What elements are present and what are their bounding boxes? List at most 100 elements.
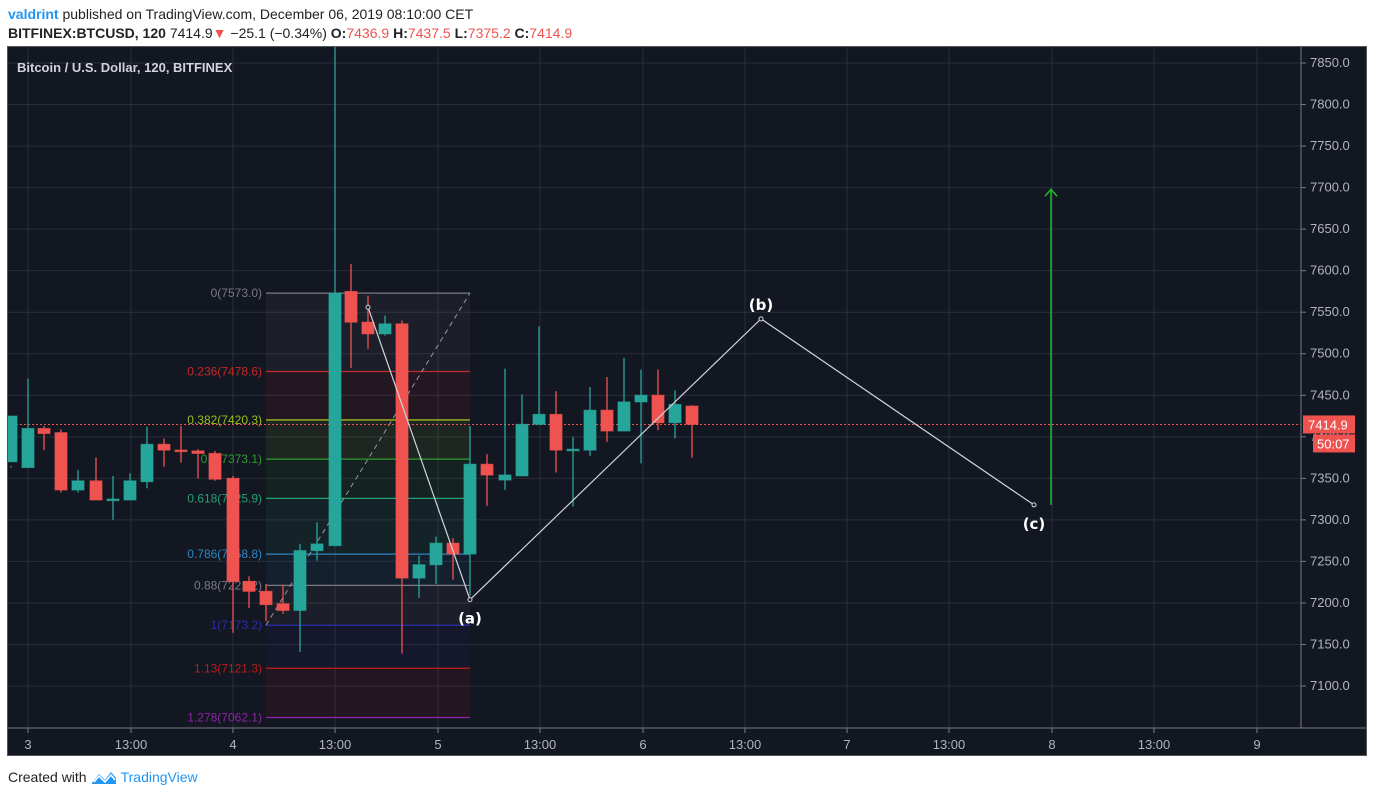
candle-body[interactable] bbox=[8, 415, 18, 463]
time-tick-label: 13:00 bbox=[524, 737, 557, 752]
wave-projection-line[interactable] bbox=[367, 307, 1035, 601]
candle-body[interactable] bbox=[378, 323, 392, 335]
candle-body[interactable] bbox=[412, 564, 426, 579]
tradingview-link[interactable]: TradingView bbox=[120, 769, 198, 785]
candle-body[interactable] bbox=[515, 423, 529, 477]
price-tick-label: 7100.0 bbox=[1310, 678, 1350, 693]
fib-zone bbox=[266, 459, 470, 499]
author-link[interactable]: valdrint bbox=[8, 6, 59, 22]
fib-zone bbox=[266, 668, 470, 718]
price-tick-label: 7650.0 bbox=[1310, 221, 1350, 236]
price-tick-label: 7150.0 bbox=[1310, 636, 1350, 651]
time-tick-label: 5 bbox=[434, 737, 441, 752]
countdown-label: 50:07 bbox=[1317, 436, 1350, 451]
candle-body[interactable] bbox=[226, 477, 240, 582]
last-price: 7414.9 bbox=[169, 25, 213, 41]
time-tick-label: 13:00 bbox=[933, 737, 966, 752]
candle-body[interactable] bbox=[259, 590, 273, 606]
candle-body[interactable] bbox=[276, 603, 290, 611]
candle-body[interactable] bbox=[208, 452, 222, 480]
candle-body[interactable] bbox=[446, 542, 460, 555]
candle-body[interactable] bbox=[21, 428, 35, 469]
fib-level-label: 1.13(7121.3) bbox=[194, 661, 262, 675]
price-tick-label: 7850.0 bbox=[1310, 55, 1350, 70]
candle-body[interactable] bbox=[549, 413, 563, 451]
time-tick-label: 7 bbox=[843, 737, 850, 752]
down-arrow-icon: ▼ bbox=[212, 25, 227, 41]
fib-zone bbox=[266, 625, 470, 669]
candle-body[interactable] bbox=[395, 323, 409, 579]
open-label: O: bbox=[330, 25, 347, 41]
fib-zone bbox=[266, 371, 470, 420]
candle-body[interactable] bbox=[600, 409, 614, 432]
fib-level-label: 0(7573.0) bbox=[211, 286, 262, 300]
wave-point-handle[interactable] bbox=[467, 597, 473, 603]
price-tick-label: 7750.0 bbox=[1310, 138, 1350, 153]
time-tick-label: 13:00 bbox=[729, 737, 762, 752]
candle-body[interactable] bbox=[634, 394, 648, 403]
candle-body[interactable] bbox=[480, 463, 494, 476]
wave-label: (c) bbox=[1023, 515, 1046, 533]
price-tick-label: 7200.0 bbox=[1310, 595, 1350, 610]
price-tick-label: 7500.0 bbox=[1310, 346, 1350, 361]
last-price-badge bbox=[1303, 415, 1355, 434]
fib-level-label: 0.382(7420.3) bbox=[187, 413, 262, 427]
chart-title: Bitcoin / U.S. Dollar, 120, BITFINEX bbox=[17, 60, 233, 75]
close-value: 7414.9 bbox=[529, 25, 573, 41]
price-tick-label: 7250.0 bbox=[1310, 553, 1350, 568]
wave-point-handle[interactable] bbox=[365, 304, 371, 310]
time-axis[interactable] bbox=[8, 728, 1367, 756]
candle-body[interactable] bbox=[37, 428, 51, 434]
created-with-text: Created with bbox=[8, 769, 87, 785]
candle-body[interactable] bbox=[617, 401, 631, 432]
candle-body[interactable] bbox=[191, 450, 205, 454]
wave-point-handle[interactable] bbox=[1031, 502, 1037, 508]
tradingview-logo-icon bbox=[91, 772, 116, 784]
high-value: 7437.5 bbox=[407, 25, 451, 41]
candle-body[interactable] bbox=[123, 480, 137, 501]
candle-body[interactable] bbox=[463, 463, 477, 555]
candle-body[interactable] bbox=[242, 580, 256, 592]
low-label: L: bbox=[454, 25, 468, 41]
candle-body[interactable] bbox=[344, 290, 358, 323]
symbol-label: BITFINEX:BTCUSD, 120 bbox=[8, 25, 166, 41]
price-tick-label: 7450.0 bbox=[1310, 387, 1350, 402]
price-tick-label: 7550.0 bbox=[1310, 304, 1350, 319]
countdown-badge bbox=[1313, 434, 1355, 453]
candle-body[interactable] bbox=[89, 480, 103, 501]
price-tick-label: 7350.0 bbox=[1310, 470, 1350, 485]
candle-body[interactable] bbox=[293, 550, 307, 611]
wave-point-handle[interactable] bbox=[758, 316, 764, 322]
candle-body[interactable] bbox=[140, 443, 154, 483]
candle-body[interactable] bbox=[498, 474, 512, 481]
candle-body[interactable] bbox=[328, 292, 342, 547]
symbol-info: BITFINEX:BTCUSD, 120 7414.9▼ −25.1 (−0.3… bbox=[8, 25, 572, 41]
candle-body[interactable] bbox=[583, 409, 597, 451]
candle-body[interactable] bbox=[106, 498, 120, 502]
fib-level-label: 0.786(7258.8) bbox=[187, 547, 262, 561]
price-tick-label: 7800.0 bbox=[1310, 97, 1350, 112]
fib-level-label: 1.278(7062.1) bbox=[187, 711, 262, 725]
candle-body[interactable] bbox=[71, 480, 85, 491]
candle-body[interactable] bbox=[54, 432, 68, 491]
time-tick-label: 9 bbox=[1253, 737, 1260, 752]
candle-body[interactable] bbox=[310, 543, 324, 552]
price-axis[interactable] bbox=[1301, 47, 1367, 756]
candle-body[interactable] bbox=[685, 405, 699, 425]
candle-body[interactable] bbox=[668, 403, 682, 424]
candlestick-chart[interactable]: 0(7573.0)0.236(7478.6)0.382(7420.3)0.5(7… bbox=[8, 47, 1367, 756]
fib-level-label: 0.618(7325.9) bbox=[187, 491, 262, 505]
fib-level-label: 1(7173.2) bbox=[211, 618, 262, 632]
candle-body[interactable] bbox=[429, 542, 443, 566]
open-value: 7436.9 bbox=[346, 25, 390, 41]
time-tick-label: 13:00 bbox=[1138, 737, 1171, 752]
last-price-label: 7414.9 bbox=[1308, 417, 1348, 432]
candle-body[interactable] bbox=[157, 443, 171, 451]
time-tick-label: 13:00 bbox=[319, 737, 352, 752]
candle-body[interactable] bbox=[174, 449, 188, 453]
chart-panel[interactable]: 0(7573.0) 0.236(7478.6) 0.382(7420.3) 0.5(7… bbox=[7, 46, 1367, 756]
candle-body[interactable] bbox=[566, 448, 580, 452]
fib-level-label: 0.236(7478.6) bbox=[187, 365, 262, 379]
candle-body[interactable] bbox=[532, 413, 546, 425]
candle-body[interactable] bbox=[361, 321, 375, 335]
